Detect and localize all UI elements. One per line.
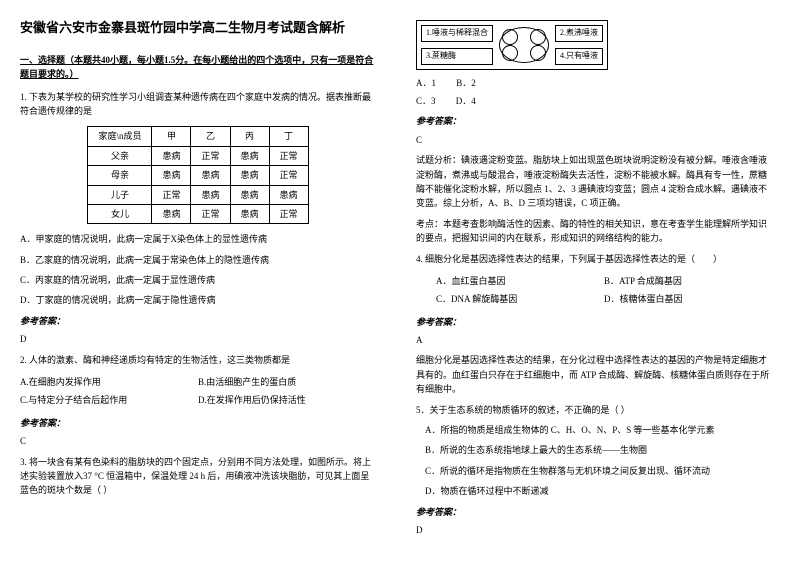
th4: 丁: [269, 127, 308, 146]
th3: 丙: [230, 127, 269, 146]
q1-table: 家庭\n成员 甲 乙 丙 丁 父亲患病正常患病正常 母亲患病患病患病正常 儿子正…: [87, 126, 308, 224]
q4-optD: D．核糖体蛋白基因: [604, 290, 772, 308]
th0: 家庭\n成员: [88, 127, 152, 146]
q4-stem: 4. 细胞分化是基因选择性表达的结果，下列属于基因选择性表达的是（ ）: [416, 252, 772, 266]
diag-label-2: 2.煮沸唾液: [555, 25, 603, 42]
q2-stem: 2. 人体的激素、酶和神经递质均有特定的生物活性，这三类物质都是: [20, 353, 376, 367]
q4-ans-label: 参考答案：: [416, 315, 772, 329]
q4-analysis: 细胞分化是基因选择性表达的结果，在分化过程中选择性表达的基因的产物是特定细胞才具…: [416, 353, 772, 396]
section-header: 一、选择题（本题共40小题，每小题1.5分。在每小题给出的四个选项中，只有一项是…: [20, 53, 376, 82]
circles-icon: [499, 27, 549, 63]
q1-ans-label: 参考答案：: [20, 314, 376, 328]
q3-optC: C．3: [416, 96, 436, 106]
q5-optB: B．所说的生态系统指地球上最大的生态系统——生物圈: [416, 443, 772, 457]
q5-ans-label: 参考答案：: [416, 505, 772, 519]
q3-ans-label: 参考答案：: [416, 114, 772, 128]
page-title: 安徽省六安市金寨县斑竹园中学高二生物月考试题含解析: [20, 18, 376, 39]
q2-optB: B.由活细胞产生的蛋白质: [198, 373, 376, 391]
q2-ans-label: 参考答案：: [20, 416, 376, 430]
q5-optA: A．所指的物质是组成生物体的 C、H、O、N、P、S 等一些基本化学元素: [416, 423, 772, 437]
q1-stem: 1. 下表为某学校的研究性学习小组调查某种遗传病在四个家庭中发病的情况。据表推断…: [20, 90, 376, 119]
q5-stem: 5．关于生态系统的物质循环的叙述，不正确的是（ ）: [416, 403, 772, 417]
q3-diagram: 1.唾液与稀释混合 3.蔗糖酶 2.煮沸唾液 4.只有唾液: [416, 20, 608, 70]
q1-optA: A．甲家庭的情况说明，此病一定属于X染色体上的显性遗传病: [20, 232, 376, 246]
diag-label-3: 3.蔗糖酶: [421, 48, 493, 65]
q5-optC: C．所说的循环是指物质在生物群落与无机环境之间反复出现、循环流动: [416, 464, 772, 478]
q3-optD: D．4: [456, 96, 476, 106]
q4-optA: A．血红蛋白基因: [436, 272, 604, 290]
q1-optD: D．丁家庭的情况说明，此病一定属于隐性遗传病: [20, 293, 376, 307]
q4-ans: A: [416, 333, 772, 347]
q3-stem: 3. 将一块含有某有色染料的脂肪块的四个固定点，分别用不同方法处理，如图所示。将…: [20, 455, 376, 498]
q4-optB: B．ATP 合成酶基因: [604, 272, 772, 290]
q3-analysis: 试题分析：碘液遇淀粉变蓝。脂肪块上如出现蓝色斑块说明淀粉没有被分解。唾液含唾液淀…: [416, 153, 772, 211]
q2-optD: D.在发挥作用后仍保持活性: [198, 391, 376, 409]
q1-optC: C．丙家庭的情况说明，此病一定属于显性遗传病: [20, 273, 376, 287]
q3-ans: C: [416, 133, 772, 147]
q4-optC: C．DNA 解旋酶基因: [436, 290, 604, 308]
diag-label-1: 1.唾液与稀释混合: [421, 25, 493, 42]
q3-optA: A．1: [416, 78, 436, 88]
q2-optC: C.与特定分子结合后起作用: [20, 391, 198, 409]
q5-ans: D: [416, 523, 772, 537]
q2-ans: C: [20, 434, 376, 448]
q3-analysis2: 考点：本题考查影响酶活性的因素、酶的特性的相关知识，意在考查学生能理解所学知识的…: [416, 217, 772, 246]
th1: 甲: [152, 127, 191, 146]
q1-ans: D: [20, 332, 376, 346]
q1-optB: B．乙家庭的情况说明，此病一定属于常染色体上的隐性遗传病: [20, 253, 376, 267]
q2-optA: A.在细胞内发挥作用: [20, 373, 198, 391]
q5-optD: D．物质在循环过程中不断递减: [416, 484, 772, 498]
q3-optB: B．2: [456, 78, 476, 88]
th2: 乙: [191, 127, 230, 146]
diag-label-4: 4.只有唾液: [555, 48, 603, 65]
